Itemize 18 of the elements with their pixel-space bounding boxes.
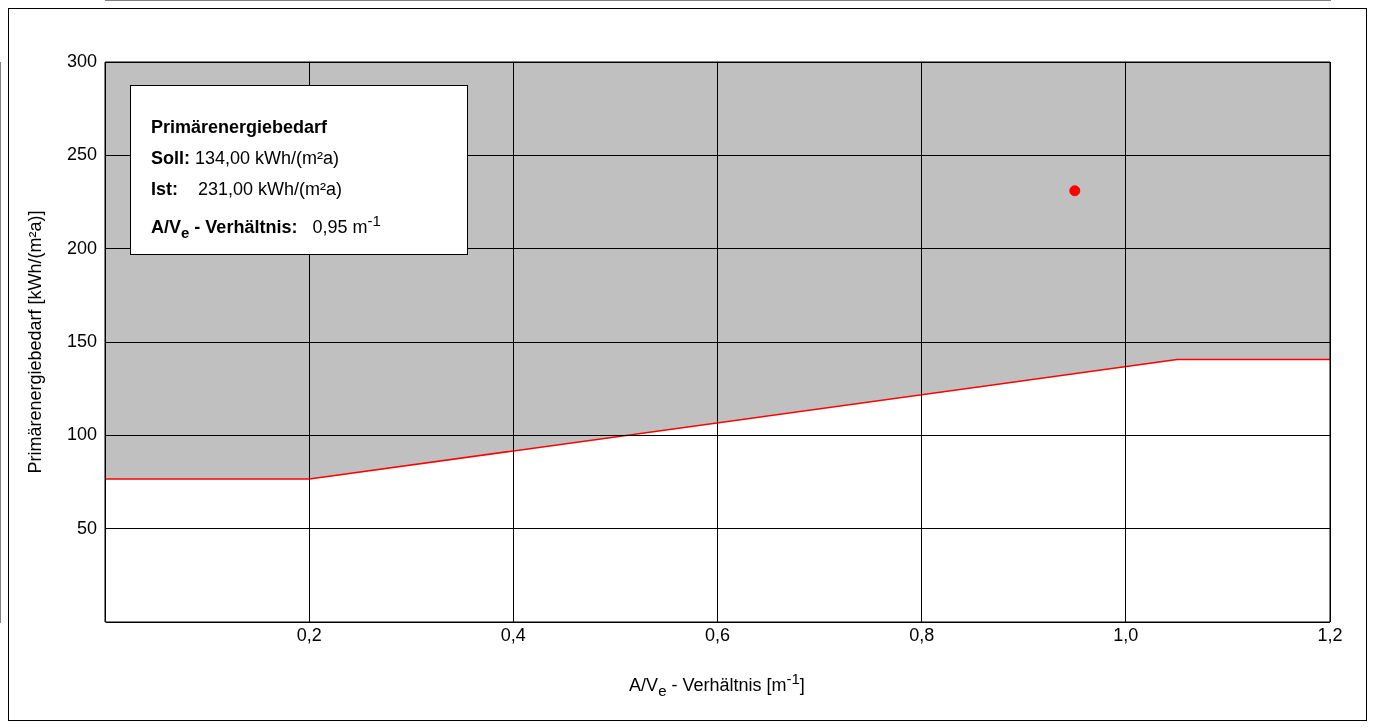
annotation: Ist: 231,00 kWh/(m²a)	[151, 178, 344, 201]
x-tick-label: 1,0	[1113, 624, 1139, 645]
annotation: Primärenergiebedarf	[151, 117, 328, 137]
annotation: A/V$_{e}$ - Verhältnis: 0,95 m$^{-1}$	[151, 211, 382, 243]
y-tick-label: 200	[66, 237, 97, 258]
annotation: Soll: 134,00 kWh/(m²a)	[151, 147, 341, 170]
y-tick-label: 50	[76, 517, 97, 538]
x-tick-label: 0,8	[909, 624, 935, 645]
y-tick-label: 150	[66, 330, 97, 351]
y-tick-label: 100	[66, 424, 97, 445]
x-tick-label: 0,6	[704, 624, 731, 645]
y-tick-label: 300	[66, 50, 97, 71]
y-tick-label: 250	[66, 144, 97, 165]
x-tick-label: 0,2	[296, 624, 322, 645]
x-tick-label: 1,2	[1317, 624, 1343, 645]
x-tick-label: 0,4	[500, 624, 526, 645]
y-axis-title: Primärenergiebedarf [kWh/(m²a)]	[24, 210, 46, 474]
x-axis-title: A/V$_{e}$ - Verhältnis [m$^{-1}$]	[629, 670, 805, 699]
